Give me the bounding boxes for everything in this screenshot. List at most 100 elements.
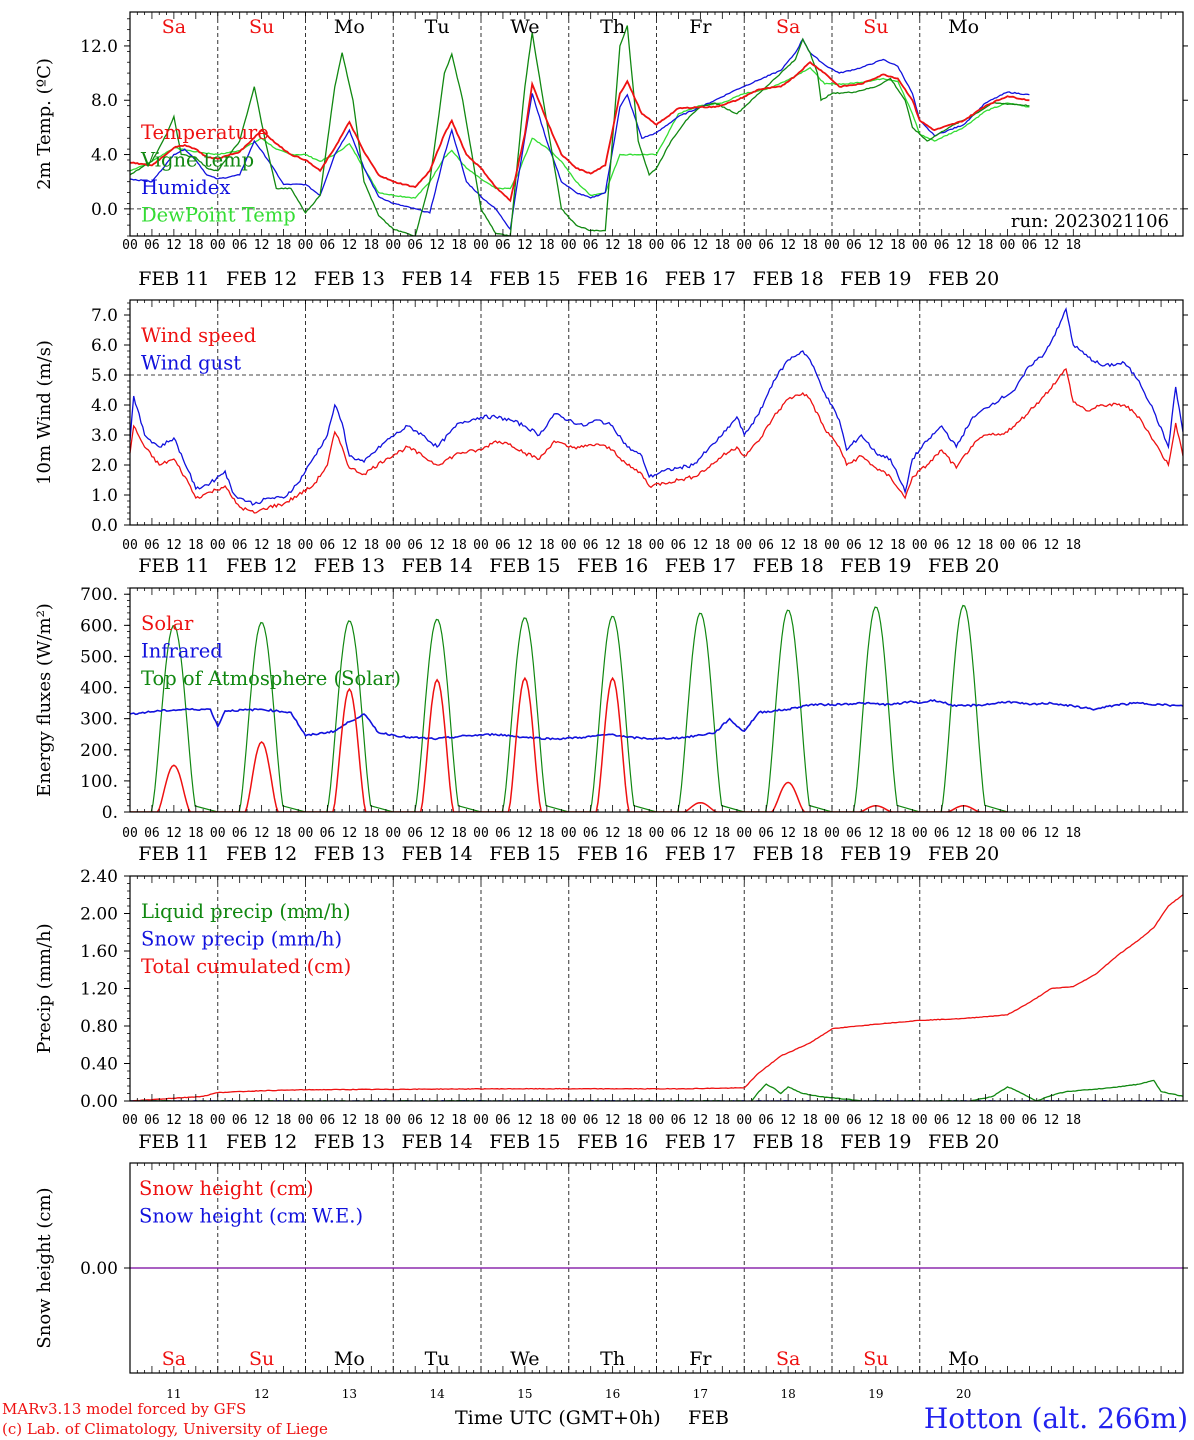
- hour-tick-label: 00: [912, 1113, 928, 1128]
- legend-entry: Snow precip (mm/h): [141, 928, 342, 951]
- hour-tick-label: 12: [956, 1113, 972, 1128]
- series-total-cumulated-cm--line: [130, 894, 1183, 1101]
- date-label: FEB 15: [489, 843, 560, 865]
- date-label: FEB 15: [489, 1131, 560, 1153]
- hour-tick-label: 12: [517, 1113, 533, 1128]
- series-infrared-line: [130, 699, 1183, 741]
- legend-entry: Wind speed: [141, 324, 256, 347]
- hour-tick-label: 00: [736, 238, 752, 253]
- hour-tick-label: 06: [934, 538, 950, 553]
- legend-entry: Temperature: [141, 121, 269, 144]
- panel-temp: 0.0 4.0 8.0 12.0 2m Temp. (ºC) 00 06 12 18 00 06 12…: [34, 11, 1188, 290]
- series-group: [130, 25, 1030, 236]
- hour-tick-label: 12: [605, 1113, 621, 1128]
- hour-tick-label: 00: [824, 538, 840, 553]
- y-axis-label: 10m Wind (m/s): [34, 340, 55, 485]
- hour-tick-label: 12: [956, 826, 972, 841]
- hour-tick-label: 12: [1044, 238, 1060, 253]
- hour-tick-label: 12: [429, 538, 445, 553]
- hour-tick-label: 06: [758, 238, 774, 253]
- hour-tick-label: 06: [407, 538, 423, 553]
- hour-tick-label: 00: [473, 1113, 489, 1128]
- y-tick-label: 300.: [80, 710, 118, 730]
- hour-tick-label: 12: [254, 238, 270, 253]
- hour-tick-label: 18: [714, 826, 730, 841]
- day-number-label: 17: [693, 1387, 708, 1401]
- y-axis-label: Energy fluxes (W/m²): [34, 603, 55, 797]
- month-label: FEB: [688, 1407, 729, 1429]
- hour-tick-label: 12: [166, 238, 182, 253]
- date-label: FEB 18: [753, 843, 824, 865]
- hour-tick-label: 18: [978, 1113, 994, 1128]
- y-tick-label: 2.40: [80, 867, 118, 887]
- date-label: FEB 19: [840, 268, 911, 290]
- legend-entry: Vigne temp: [140, 149, 254, 172]
- run-label: run: 2023021106: [1011, 211, 1169, 232]
- hour-tick-label: 18: [714, 238, 730, 253]
- hour-tick-label: 00: [210, 238, 226, 253]
- hour-tick-label: 18: [188, 1113, 204, 1128]
- date-label: FEB 14: [402, 1131, 473, 1153]
- panel-snow: 0.00 Snow height (cm) Sa Su Mo Tu We Th Fr Sa Su Mo…: [34, 1162, 1188, 1401]
- day-of-week-label: Sa: [776, 1348, 800, 1370]
- day-of-week-label: Sa: [776, 16, 800, 38]
- hour-tick-label: 18: [978, 538, 994, 553]
- hour-tick-label: 12: [693, 238, 709, 253]
- hour-tick-label: 18: [978, 238, 994, 253]
- y-tick-label: 1.60: [80, 942, 118, 962]
- hour-tick-label: 18: [363, 538, 379, 553]
- hour-tick-label: 12: [342, 538, 358, 553]
- day-of-week-label: We: [510, 1348, 539, 1370]
- y-tick-label: 1.20: [80, 980, 118, 1000]
- hour-tick-label: 00: [912, 826, 928, 841]
- hour-tick-label: 12: [342, 1113, 358, 1128]
- hour-tick-label: 18: [451, 826, 467, 841]
- hour-tick-label: 00: [298, 238, 314, 253]
- hour-tick-label: 06: [320, 538, 336, 553]
- panel-precip: 0.00 0.40 0.80 1.20 1.60 2.00 2.40 Precip (mm/h…: [34, 867, 1188, 1153]
- date-label: FEB 17: [665, 1131, 736, 1153]
- y-tick-label: 3.0: [91, 426, 118, 446]
- legend-entry: Humidex: [141, 176, 230, 199]
- date-label: FEB 15: [489, 555, 560, 577]
- date-label: FEB 11: [138, 1131, 209, 1153]
- hour-tick-label: 00: [1000, 238, 1016, 253]
- day-number-label: 12: [254, 1387, 269, 1401]
- hour-tick-label: 12: [166, 538, 182, 553]
- day-number-label: 11: [166, 1387, 181, 1401]
- date-label: FEB 17: [665, 843, 736, 865]
- hour-tick-label: 00: [912, 538, 928, 553]
- y-axis-label: Precip (mm/h): [34, 923, 55, 1053]
- hour-tick-label: 00: [561, 238, 577, 253]
- date-label: FEB 20: [928, 1131, 999, 1153]
- hour-tick-label: 06: [934, 826, 950, 841]
- hour-tick-label: 06: [495, 538, 511, 553]
- hour-tick-label: 06: [407, 238, 423, 253]
- date-label: FEB 18: [753, 268, 824, 290]
- day-of-week-label: Su: [863, 16, 888, 38]
- date-label: FEB 12: [226, 843, 297, 865]
- hour-tick-label: 06: [846, 1113, 862, 1128]
- hour-tick-label: 12: [956, 538, 972, 553]
- date-label: FEB 14: [402, 268, 473, 290]
- hour-tick-label: 12: [1044, 538, 1060, 553]
- date-label: FEB 12: [226, 555, 297, 577]
- hour-tick-label: 18: [451, 538, 467, 553]
- hour-tick-label: 12: [868, 1113, 884, 1128]
- day-number-label: 20: [956, 1387, 971, 1401]
- date-label: FEB 17: [665, 268, 736, 290]
- legend-entry: Snow height (cm W.E.): [139, 1205, 363, 1228]
- y-tick-label: 1.0: [91, 486, 118, 506]
- hour-tick-label: 00: [122, 1113, 138, 1128]
- hour-tick-label: 06: [758, 1113, 774, 1128]
- hour-tick-label: 06: [583, 826, 599, 841]
- date-label: FEB 20: [928, 268, 999, 290]
- hour-tick-label: 06: [846, 826, 862, 841]
- y-tick-label: 0.40: [80, 1055, 118, 1075]
- hour-tick-label: 18: [539, 826, 555, 841]
- hour-tick-label: 18: [188, 826, 204, 841]
- hour-tick-label: 00: [824, 826, 840, 841]
- legend-entry: Wind gust: [141, 352, 241, 375]
- y-tick-label: 200.: [80, 741, 118, 761]
